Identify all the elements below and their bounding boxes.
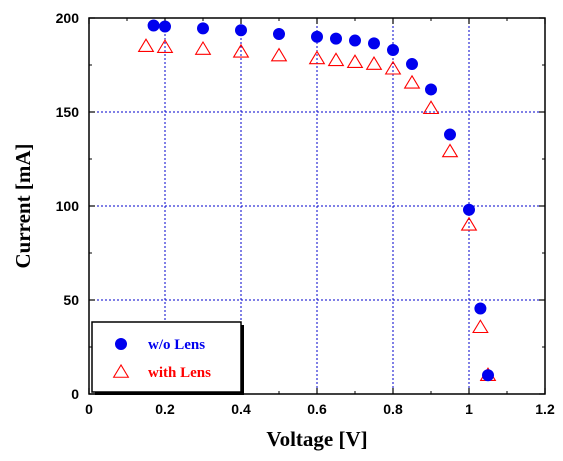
- data-point: [365, 55, 383, 70]
- data-point: [273, 27, 285, 40]
- data-point: [472, 319, 489, 334]
- y-tick-label: 0: [71, 386, 79, 402]
- x-tick-label: 1.2: [535, 401, 555, 417]
- data-point: [197, 22, 209, 35]
- data-point: [311, 30, 323, 43]
- data-point: [349, 34, 361, 47]
- legend-entries: w/o Lens with Lens: [112, 337, 211, 381]
- series-1: [137, 38, 497, 382]
- legend: w/o Lens with Lens: [91, 321, 244, 395]
- y-axis-title: Current [mA]: [11, 144, 35, 269]
- legend-label: with Lens: [148, 365, 211, 381]
- data-point: [463, 203, 475, 216]
- data-point: [346, 54, 364, 68]
- data-point: [482, 369, 494, 382]
- series-0: [147, 19, 494, 382]
- data-series: [137, 19, 497, 382]
- y-tick-label: 200: [56, 10, 80, 26]
- x-tick-label: 0: [85, 401, 93, 417]
- x-axis-title: Voltage [V]: [266, 427, 367, 451]
- data-point: [368, 37, 380, 50]
- data-point: [330, 32, 342, 45]
- data-point: [156, 39, 174, 53]
- legend-box: [91, 321, 242, 393]
- data-point: [444, 128, 456, 141]
- data-point: [474, 302, 487, 315]
- data-point: [441, 143, 459, 158]
- legend-label: w/o Lens: [148, 337, 205, 353]
- data-point: [327, 52, 345, 67]
- x-tick-label: 1: [465, 401, 473, 417]
- data-point: [384, 60, 402, 75]
- data-point: [406, 58, 418, 71]
- data-point: [235, 24, 247, 37]
- y-tick-label: 150: [56, 104, 80, 120]
- legend-marker: [112, 363, 130, 378]
- data-point: [232, 43, 250, 58]
- data-point: [137, 38, 155, 53]
- data-point: [422, 100, 440, 115]
- data-point: [308, 50, 326, 65]
- x-tick-label: 0.4: [231, 401, 251, 417]
- y-tick-label: 50: [63, 292, 79, 308]
- data-point: [147, 19, 160, 32]
- legend-marker: [115, 338, 127, 350]
- legend-shadow-right: [241, 325, 244, 395]
- data-point: [460, 216, 478, 231]
- x-tick-label: 0.2: [155, 401, 175, 417]
- x-tick-label: 0.8: [383, 401, 403, 417]
- plot-frame: [88, 17, 546, 395]
- data-point: [270, 47, 288, 62]
- data-point: [194, 40, 212, 55]
- data-point: [403, 74, 421, 89]
- y-tick-label: 100: [56, 198, 80, 214]
- data-point: [387, 43, 399, 56]
- data-point: [425, 83, 437, 96]
- data-point: [159, 20, 171, 33]
- legend-shadow: [95, 392, 244, 395]
- x-tick-label: 0.6: [307, 401, 327, 417]
- axis-tick-labels: 0 0.2 0.4 0.6 0.8 1 1.2 0 50 100 150 200: [56, 10, 555, 417]
